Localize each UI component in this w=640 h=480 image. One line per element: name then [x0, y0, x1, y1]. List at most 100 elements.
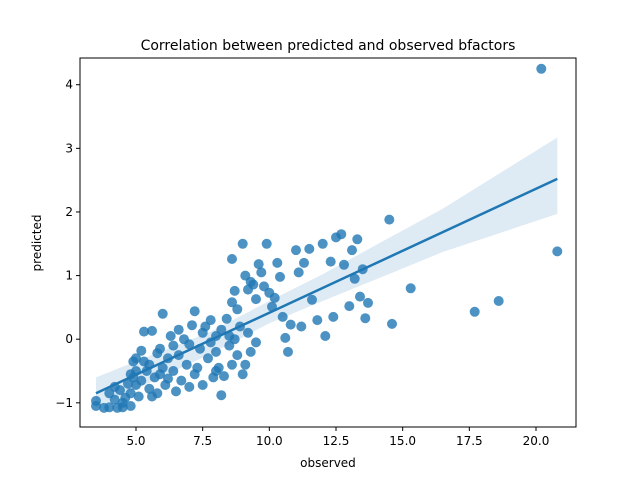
data-point: [227, 359, 237, 370]
data-point: [352, 234, 363, 245]
data-point: [131, 353, 141, 364]
data-point: [363, 297, 373, 308]
y-tick-label: 4: [65, 78, 73, 92]
y-axis-title: predicted: [30, 215, 44, 272]
regression-line: [95, 177, 558, 395]
data-point: [280, 332, 291, 343]
data-point: [237, 238, 248, 249]
data-point: [339, 259, 349, 270]
data-point: [189, 306, 200, 317]
y-tick-label: −1: [55, 396, 73, 410]
data-point: [125, 388, 136, 399]
data-point: [216, 390, 227, 401]
y-tick-label: 0: [65, 332, 73, 346]
y-tick-label: 1: [65, 269, 73, 283]
data-point: [493, 296, 504, 306]
data-point: [136, 345, 147, 356]
data-point: [344, 301, 355, 312]
data-point: [232, 350, 243, 361]
data-point: [251, 294, 261, 305]
x-tick-label: 7.5: [193, 434, 212, 448]
data-point: [237, 369, 248, 380]
data-point: [336, 229, 347, 240]
data-point: [285, 319, 296, 330]
data-point: [317, 238, 328, 249]
data-point: [291, 245, 301, 256]
data-point: [184, 339, 195, 350]
x-axis-ticks: 5.0 7.5 10.0 12.5 15.0 17.5 20.0: [126, 427, 549, 448]
data-point: [104, 402, 115, 413]
data-point: [243, 327, 253, 338]
data-point: [227, 254, 237, 264]
data-point: [136, 375, 147, 386]
x-tick-label: 15.0: [389, 434, 416, 448]
data-point: [240, 359, 251, 370]
data-point: [152, 388, 163, 399]
data-point: [275, 271, 285, 282]
data-point: [168, 366, 179, 376]
plot-area-frame: [79, 57, 577, 428]
data-point: [320, 331, 331, 341]
data-point: [469, 306, 480, 317]
data-point: [349, 273, 360, 284]
data-point: [552, 246, 563, 257]
y-axis-ticks: −1 0 1 2 3 4: [55, 78, 80, 410]
data-point: [157, 362, 168, 373]
y-tick-label: 3: [65, 141, 73, 155]
data-point: [304, 243, 315, 254]
data-point: [272, 257, 283, 268]
data-point: [355, 291, 365, 302]
data-point: [163, 373, 173, 384]
data-point: [261, 238, 272, 249]
data-point: [168, 340, 179, 351]
data-point: [229, 285, 240, 296]
data-point: [139, 326, 149, 337]
data-point: [115, 385, 125, 396]
data-point: [211, 366, 221, 376]
data-point: [117, 402, 128, 413]
x-tick-label: 5.0: [126, 434, 145, 448]
y-tick-label: 2: [65, 205, 73, 219]
data-point: [269, 292, 280, 303]
data-point: [125, 401, 136, 411]
x-tick-label: 20.0: [523, 434, 550, 448]
x-tick-label: 12.5: [323, 434, 350, 448]
data-point: [307, 294, 317, 305]
data-point: [211, 346, 221, 357]
data-point: [165, 331, 176, 341]
data-point: [293, 267, 304, 278]
x-tick-label: 10.0: [256, 434, 283, 448]
data-point: [283, 346, 293, 357]
data-point: [245, 346, 256, 357]
data-point: [157, 308, 168, 319]
data-point: [184, 381, 195, 392]
data-point: [205, 315, 216, 326]
data-point: [192, 362, 203, 373]
data-point: [232, 304, 243, 315]
data-point: [181, 359, 192, 370]
data-point: [173, 324, 184, 335]
data-point: [360, 313, 371, 324]
data-point: [248, 279, 259, 290]
data-point: [328, 311, 339, 322]
data-point: [536, 63, 547, 74]
data-point: [187, 320, 197, 331]
data-point: [221, 313, 232, 324]
x-tick-label: 17.5: [456, 434, 483, 448]
data-point: [219, 371, 229, 382]
x-axis-title: observed: [300, 456, 356, 470]
regression-line-layer: [95, 177, 558, 395]
data-point: [227, 297, 237, 308]
data-point: [253, 259, 264, 270]
data-point: [197, 380, 208, 390]
data-point: [155, 343, 165, 354]
data-point: [387, 318, 397, 329]
data-point: [147, 325, 157, 336]
data-point: [384, 214, 395, 225]
data-point: [312, 315, 323, 326]
data-point: [91, 401, 101, 411]
data-point: [251, 337, 261, 348]
data-point: [109, 394, 120, 405]
data-point: [299, 257, 309, 268]
